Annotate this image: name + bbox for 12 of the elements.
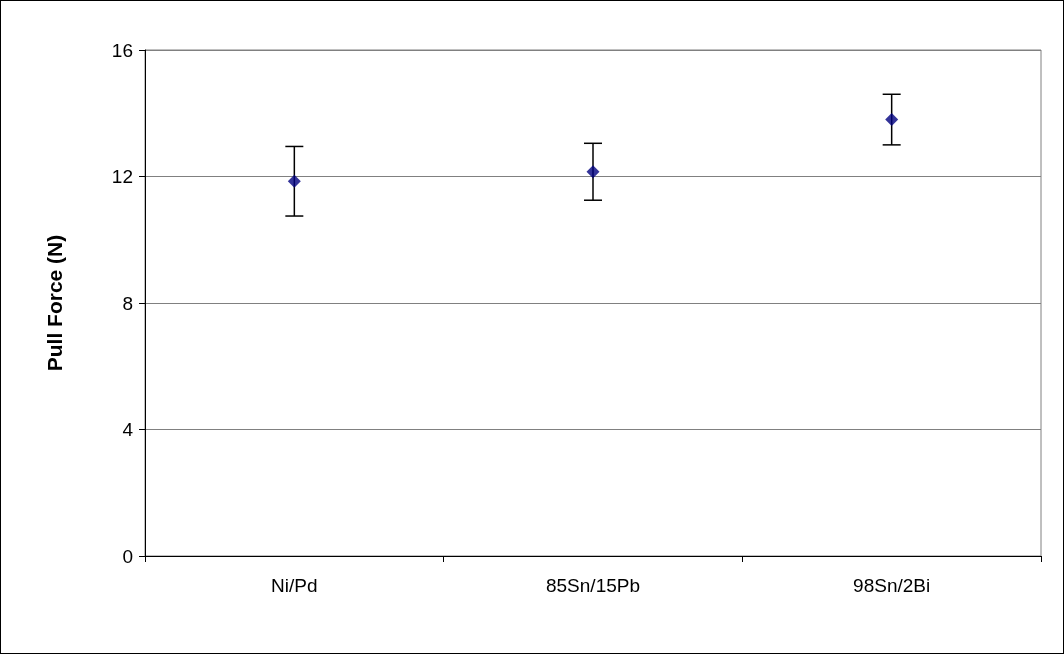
y-tick-label: 0: [122, 545, 133, 567]
point: [287, 174, 301, 188]
y-tick-label: 4: [122, 419, 134, 440]
x-tick-label: 98Sn/2Bi: [853, 575, 931, 596]
y-tick-label: 16: [111, 39, 133, 61]
y-tick-label: 12: [111, 166, 133, 187]
x-tick-label: Ni/Pd: [271, 575, 318, 596]
point: [885, 113, 899, 127]
point: [586, 165, 600, 179]
y-axis-title: Pull Force (N): [43, 234, 66, 372]
y-tick-label: 8: [122, 292, 133, 314]
x-tick-label: 85Sn/15Pb: [545, 575, 641, 596]
